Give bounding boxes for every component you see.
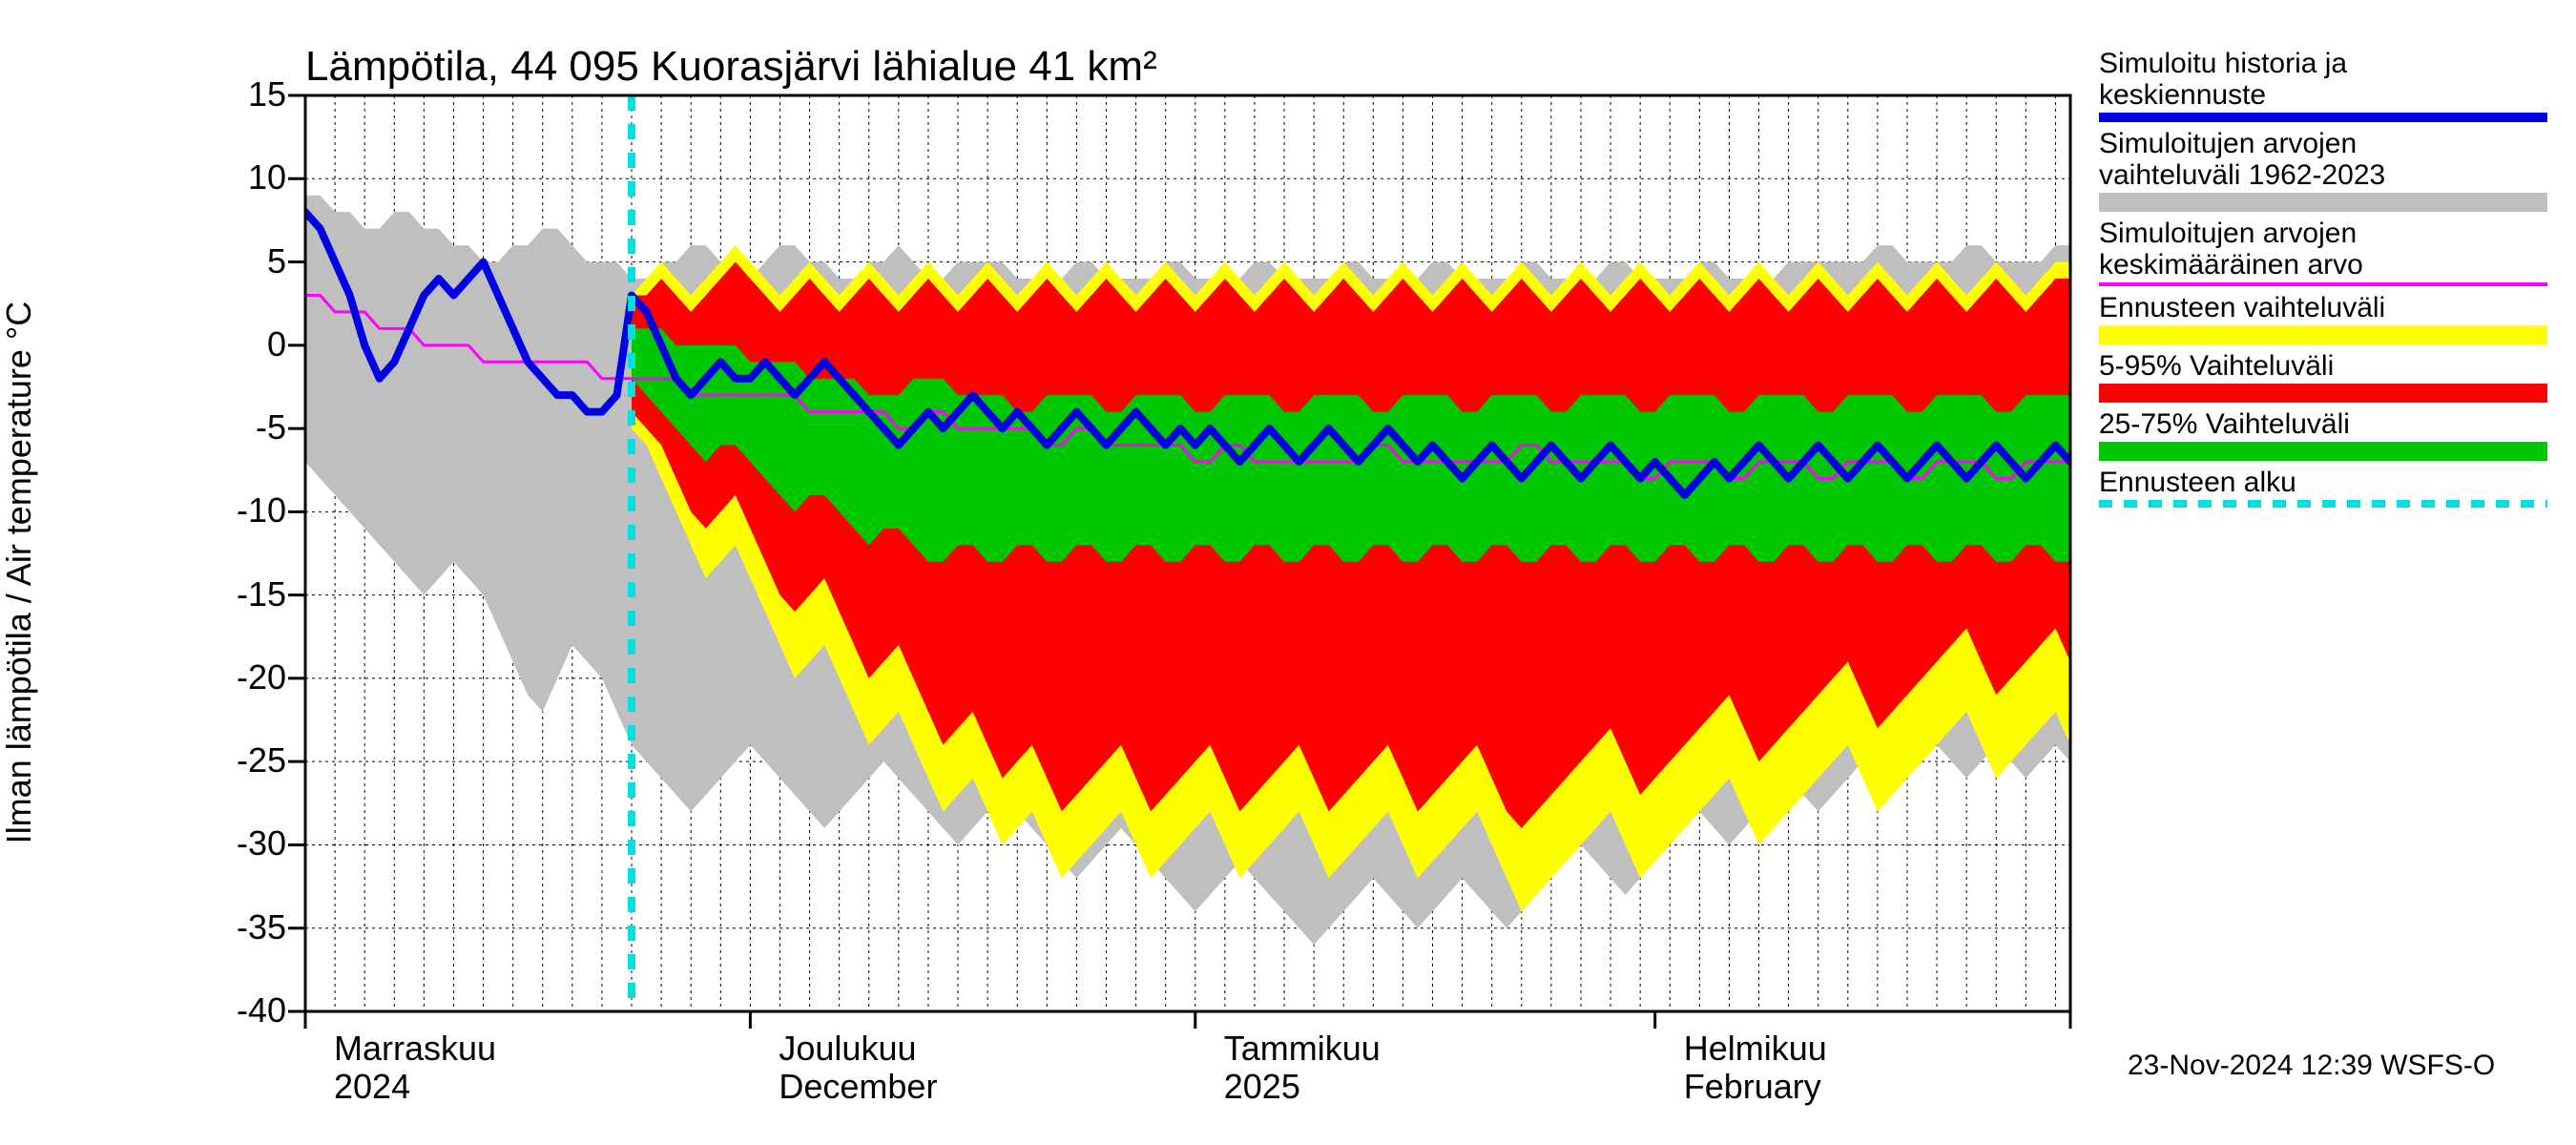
legend-swatch: [2099, 442, 2547, 461]
y-tick-label: 10: [162, 157, 286, 198]
chart-container: Ilman lämpötila / Air temperature °C Läm…: [0, 0, 2576, 1145]
legend-swatch: [2099, 113, 2547, 122]
legend-swatch: [2099, 282, 2547, 286]
legend-item-text: keskiennuste: [2099, 79, 2547, 111]
legend-swatch: [2099, 325, 2547, 344]
legend-item: Ennusteen vaihteluväli: [2099, 292, 2547, 344]
x-tick-label: Marraskuu: [334, 1029, 496, 1069]
legend-item-text: Ennusteen vaihteluväli: [2099, 292, 2547, 323]
y-tick-label: 5: [162, 241, 286, 281]
legend-item: 25-75% Vaihteluväli: [2099, 408, 2547, 461]
legend-item-text: Simuloitujen arvojen: [2099, 218, 2547, 249]
legend-swatch: [2099, 384, 2547, 403]
y-tick-label: -40: [162, 990, 286, 1030]
legend-item: Ennusteen alku: [2099, 467, 2547, 508]
x-tick-label: February: [1684, 1067, 1821, 1107]
x-tick-label: Tammikuu: [1224, 1029, 1381, 1069]
legend-swatch: [2099, 193, 2547, 212]
y-tick-label: -20: [162, 657, 286, 697]
x-tick-label: Helmikuu: [1684, 1029, 1827, 1069]
legend-item-text: Simuloitu historia ja: [2099, 48, 2547, 79]
y-tick-label: 15: [162, 74, 286, 114]
legend-swatch: [2099, 500, 2547, 508]
legend-item: 5-95% Vaihteluväli: [2099, 350, 2547, 403]
y-tick-label: -25: [162, 740, 286, 781]
legend-item-text: 5-95% Vaihteluväli: [2099, 350, 2547, 382]
legend-item: Simuloitujen arvojenkeskimääräinen arvo: [2099, 218, 2547, 286]
y-tick-label: -30: [162, 823, 286, 864]
x-tick-label: 2025: [1224, 1067, 1300, 1107]
legend-item: Simuloitujen arvojenvaihteluväli 1962-20…: [2099, 128, 2547, 212]
y-tick-label: -10: [162, 490, 286, 531]
legend-item-text: keskimääräinen arvo: [2099, 249, 2547, 281]
legend-item-text: Ennusteen alku: [2099, 467, 2547, 498]
y-tick-label: -15: [162, 574, 286, 614]
legend-item: Simuloitu historia jakeskiennuste: [2099, 48, 2547, 122]
y-tick-label: 0: [162, 324, 286, 364]
legend-item-text: Simuloitujen arvojen: [2099, 128, 2547, 159]
y-tick-label: -35: [162, 907, 286, 947]
legend-item-text: vaihteluväli 1962-2023: [2099, 159, 2547, 191]
legend: Simuloitu historia jakeskiennusteSimuloi…: [2099, 48, 2547, 513]
legend-item-text: 25-75% Vaihteluväli: [2099, 408, 2547, 440]
x-tick-label: December: [779, 1067, 937, 1107]
footer-timestamp: 23-Nov-2024 12:39 WSFS-O: [2128, 1050, 2495, 1082]
x-tick-label: Joulukuu: [779, 1029, 916, 1069]
x-tick-label: 2024: [334, 1067, 410, 1107]
y-tick-label: -5: [162, 407, 286, 448]
